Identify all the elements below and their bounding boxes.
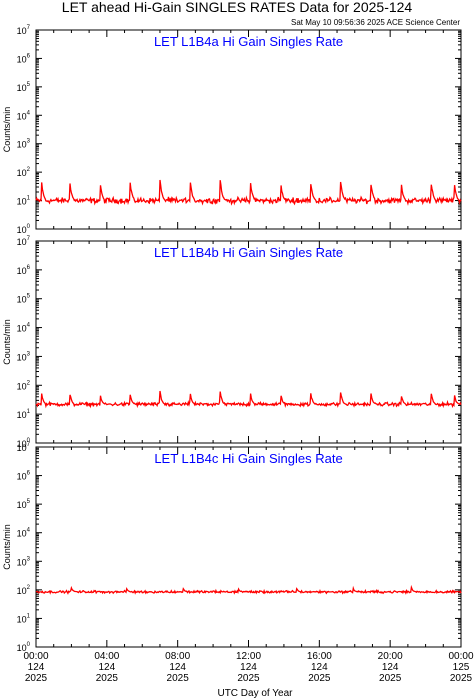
y-tick-label: 106 xyxy=(17,471,31,482)
x-tick-doy: 125 xyxy=(453,662,470,673)
y-tick-label: 107 xyxy=(17,442,31,453)
x-tick-year: 2025 xyxy=(25,673,48,684)
y-tick-label: 105 xyxy=(17,294,31,305)
y-tick-label: 102 xyxy=(17,380,31,391)
panels-group: 100 101 102 103 104 105 106 107 LET L1B4a Hi Gai… xyxy=(2,25,462,653)
y-tick-label: 104 xyxy=(17,528,31,539)
plot-frame xyxy=(35,240,462,444)
plot-frame xyxy=(35,446,462,648)
y-tick-label: 103 xyxy=(17,351,31,362)
y-axis-label: Counts/min xyxy=(2,319,12,365)
x-tick-year: 2025 xyxy=(308,673,331,684)
x-tick-doy: 124 xyxy=(240,662,257,673)
y-tick-label: 101 xyxy=(17,613,31,624)
y-tick-label: 102 xyxy=(17,585,31,596)
y-tick-label: 101 xyxy=(17,196,31,207)
y-tick-label: 101 xyxy=(17,409,31,420)
y-axis-label: Counts/min xyxy=(2,107,12,153)
x-tick-time: 08:00 xyxy=(165,651,190,662)
x-tick-doy: 124 xyxy=(98,662,115,673)
y-tick-label: 106 xyxy=(17,265,31,276)
panel-1: 100 101 102 103 104 105 106 107 LET L1B4a Hi Gai… xyxy=(2,25,462,235)
x-axis-label: UTC Day of Year xyxy=(217,688,293,699)
x-tick-time: 20:00 xyxy=(378,651,403,662)
x-tick-year: 2025 xyxy=(237,673,260,684)
x-tick-time: 04:00 xyxy=(94,651,119,662)
y-tick-label: 103 xyxy=(17,139,31,150)
x-tick-doy: 124 xyxy=(311,662,328,673)
x-tick-doy: 124 xyxy=(28,662,45,673)
y-tick-label: 107 xyxy=(17,25,31,36)
panel-title: LET L1B4b Hi Gain Singles Rate xyxy=(154,245,343,260)
y-axis-label: Counts/min xyxy=(2,524,12,570)
x-tick-time: 12:00 xyxy=(236,651,261,662)
panel-3: 100 101 102 103 104 105 106 107 LET L1B4c Hi Gai… xyxy=(2,442,462,653)
panel-title: LET L1B4a Hi Gain Singles Rate xyxy=(154,34,343,49)
x-tick-year: 2025 xyxy=(379,673,402,684)
y-tick-label: 102 xyxy=(17,167,31,178)
x-tick-time: 16:00 xyxy=(307,651,332,662)
panel-title: LET L1B4c Hi Gain Singles Rate xyxy=(154,451,342,466)
y-tick-label: 104 xyxy=(17,110,31,121)
x-tick-doy: 124 xyxy=(382,662,399,673)
y-tick-label: 100 xyxy=(17,642,31,653)
y-tick-label: 106 xyxy=(17,53,31,64)
series-line xyxy=(35,390,462,409)
timestamp-label: Sat May 10 09:56:36 2025 ACE Science Cen… xyxy=(291,18,460,27)
x-tick-doy: 124 xyxy=(169,662,186,673)
y-tick-label: 105 xyxy=(17,499,31,510)
x-axis: 00:00124202504:00124202508:00124202512:0… xyxy=(23,651,473,684)
y-tick-label: 100 xyxy=(17,224,31,235)
y-tick-label: 104 xyxy=(17,323,31,334)
series-line xyxy=(35,584,462,595)
y-tick-label: 107 xyxy=(17,236,31,247)
y-tick-label: 100 xyxy=(17,438,31,449)
figure-title: LET ahead Hi-Gain SINGLES RATES Data for… xyxy=(62,0,413,15)
x-tick-year: 2025 xyxy=(167,673,190,684)
x-tick-time: 00:00 xyxy=(23,651,48,662)
x-tick-year: 2025 xyxy=(450,673,473,684)
x-tick-year: 2025 xyxy=(96,673,119,684)
x-tick-time: 00:00 xyxy=(448,651,473,662)
series-line xyxy=(35,179,462,206)
y-tick-label: 103 xyxy=(17,556,31,567)
y-tick-label: 105 xyxy=(17,82,31,93)
panel-2: 100 101 102 103 104 105 106 107 LET L1B4b Hi Gai… xyxy=(2,236,462,449)
